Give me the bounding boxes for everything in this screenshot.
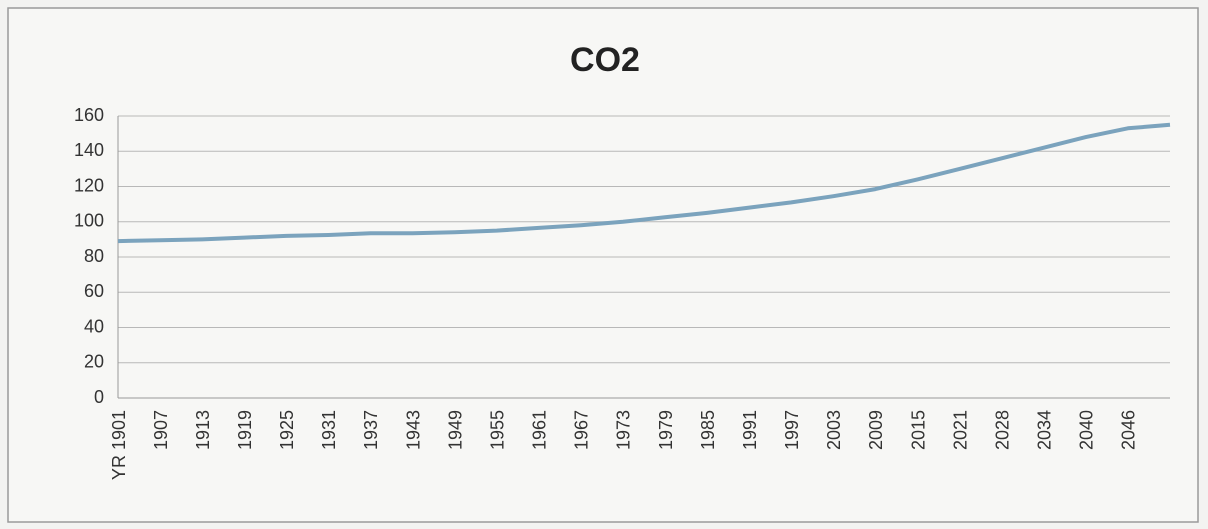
y-tick-label: 120 xyxy=(74,175,104,195)
x-tick-label: 1925 xyxy=(277,410,297,450)
x-tick-label: 1967 xyxy=(572,410,592,450)
x-tick-label: 1973 xyxy=(614,410,634,450)
x-tick-label: 1979 xyxy=(656,410,676,450)
x-tick-label: 1961 xyxy=(530,410,550,450)
x-tick-label: 1943 xyxy=(403,410,423,450)
x-tick-label: 1913 xyxy=(193,410,213,450)
line xyxy=(117,122,1171,244)
x-tick-label: 2009 xyxy=(866,410,886,450)
x-tick-label: 2015 xyxy=(908,410,928,450)
x-tick-label: 2046 xyxy=(1119,410,1139,450)
y-tick-label: 160 xyxy=(74,105,104,125)
x-tick-label: 2003 xyxy=(824,410,844,450)
y-tick-label: 60 xyxy=(84,281,104,301)
x-tick-label: 2040 xyxy=(1077,410,1097,450)
x-tick-label: YR 1901 xyxy=(109,410,129,480)
x-tick-label: 1937 xyxy=(361,410,381,450)
y-tick-label: 140 xyxy=(74,140,104,160)
x-tick-label: 1997 xyxy=(782,410,802,450)
x-tick-label: 2021 xyxy=(950,410,970,450)
y-tick-label: 0 xyxy=(94,387,104,407)
x-tick-label: 1955 xyxy=(487,410,507,450)
y-tick-label: 40 xyxy=(84,316,104,336)
x-tick-label: 1907 xyxy=(151,410,171,450)
x-tick-label: 1985 xyxy=(698,410,718,450)
x-tick-label: 2034 xyxy=(1035,410,1055,450)
y-tick-label: 100 xyxy=(74,211,104,231)
y-tick-label: 20 xyxy=(84,352,104,372)
chart-frame xyxy=(7,7,1199,523)
x-tick-label: 1949 xyxy=(445,410,465,450)
x-tick-label: 1919 xyxy=(235,410,255,450)
chart-title: CO2 xyxy=(570,41,640,79)
y-tick-label: 80 xyxy=(84,246,104,266)
x-tick-label: 1931 xyxy=(319,410,339,450)
x-tick-label: 2028 xyxy=(992,410,1012,450)
x-tick-label: 1991 xyxy=(740,410,760,450)
